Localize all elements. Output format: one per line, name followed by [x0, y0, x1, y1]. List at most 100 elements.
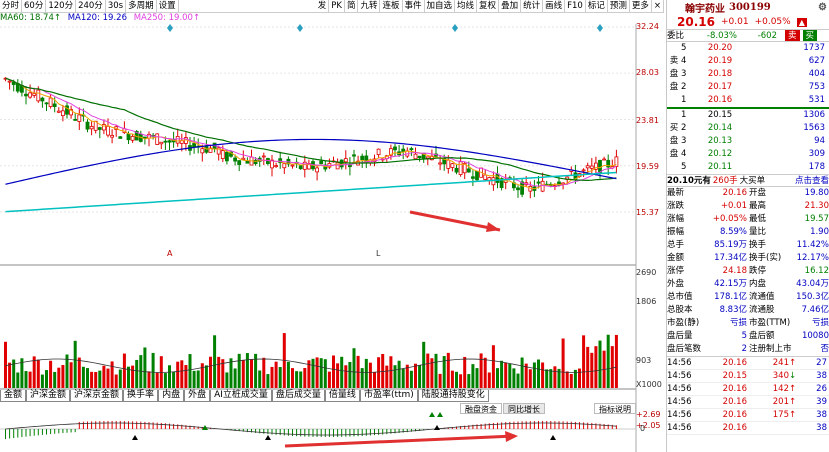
- tab-double-vol[interactable]: 倍量线: [324, 390, 360, 402]
- volume-bar: [311, 358, 315, 388]
- volume-bar: [131, 365, 135, 388]
- bid-row[interactable]: 5 20.11 178: [667, 161, 829, 174]
- tool-f10[interactable]: F10: [565, 0, 586, 12]
- tick-count: 26: [816, 384, 827, 394]
- tab-after-volume[interactable]: 盘后成交量: [271, 390, 325, 402]
- stat-label: 振幅: [667, 227, 685, 237]
- marker-l: L: [376, 249, 381, 258]
- period-intraday[interactable]: 分时: [0, 0, 23, 12]
- view-link[interactable]: 点击查看: [794, 176, 829, 186]
- tool-add-watch[interactable]: 加自选: [425, 0, 456, 12]
- settings-button[interactable]: 设置: [157, 0, 179, 12]
- event-marker-icon: [597, 24, 603, 32]
- stat-value-2: 19.80: [804, 188, 829, 198]
- stat-label-2: 流通值: [749, 292, 775, 302]
- tool-draw[interactable]: 画线: [543, 0, 566, 12]
- tab-hs-amount[interactable]: 沪深金额: [26, 390, 71, 402]
- stat-label-2: 市盈(TTM): [749, 318, 791, 328]
- candle-body: [192, 143, 197, 148]
- tab-outer[interactable]: 外盘: [184, 390, 211, 402]
- volume-bar: [200, 363, 204, 388]
- trend-arrow-2-head: [505, 431, 518, 442]
- tool-forecast[interactable]: 预测: [608, 0, 630, 12]
- period-60min[interactable]: 60分: [22, 0, 47, 12]
- volume-bar: [291, 368, 294, 388]
- subtab-margin[interactable]: 融盘资金: [460, 403, 502, 414]
- vol-tick-2: 1806: [636, 297, 657, 306]
- chart-panel[interactable]: 分时 60分 120分 240分 30s 多周期 设置 发 PK 简 九转 连板…: [0, 0, 664, 452]
- volume-bar: [61, 365, 65, 388]
- close-icon[interactable]: ×: [652, 0, 664, 12]
- ask-row[interactable]: 1 20.16 531: [667, 94, 829, 107]
- volume-bar: [508, 363, 512, 388]
- volume-bar: [180, 360, 184, 388]
- volume-bar: [69, 362, 73, 388]
- volume-bar: [455, 371, 458, 388]
- ask-row[interactable]: 卖 4 20.19 627: [667, 55, 829, 68]
- volume-bar: [479, 353, 483, 388]
- stat-label-2: 最高: [749, 201, 767, 211]
- gear-icon[interactable]: ⚙: [818, 2, 827, 13]
- period-240min[interactable]: 240分: [76, 0, 106, 12]
- ask-volume: 627: [808, 56, 825, 66]
- volume-bar: [262, 357, 266, 388]
- tool-limitup[interactable]: 连板: [380, 0, 403, 12]
- ask-row[interactable]: 盘 2 20.17 753: [667, 81, 829, 94]
- period-120min[interactable]: 120分: [46, 0, 77, 12]
- tool-simple[interactable]: 简: [345, 0, 359, 12]
- bid-row[interactable]: 1 20.15 1306: [667, 109, 829, 122]
- volume-bar: [28, 371, 32, 388]
- tool-more[interactable]: 更多: [630, 0, 652, 12]
- tab-amount[interactable]: 金额: [0, 390, 27, 402]
- tab-inner[interactable]: 内盘: [158, 390, 185, 402]
- volume-bar: [426, 353, 430, 388]
- sell-button[interactable]: 卖: [785, 30, 800, 41]
- candle-body: [282, 163, 287, 169]
- ma250-line: [5, 171, 617, 213]
- tool-adjust[interactable]: 复权: [477, 0, 500, 12]
- multi-period-button[interactable]: 多周期: [126, 0, 157, 12]
- indicator-help-button[interactable]: 指标说明: [594, 403, 636, 414]
- volume-bar: [385, 365, 389, 388]
- price-tick-4: 19.59: [636, 162, 659, 171]
- subtab-yoy[interactable]: 同比增长: [503, 403, 545, 414]
- candle-body: [360, 155, 365, 161]
- tick-row: 14:56 20.16 201 ↑ 39: [667, 396, 829, 409]
- tab-pe-ttm[interactable]: 市盈率(ttm): [359, 390, 418, 402]
- tab-ai-volume[interactable]: AI立桩成交量: [210, 390, 272, 402]
- buy-button[interactable]: 买: [802, 30, 818, 41]
- candle-body: [77, 114, 82, 122]
- tick-row: 14:56 20.15 340 ↓ 38: [667, 370, 829, 383]
- volume-bar: [594, 346, 598, 388]
- volume-bar: [225, 372, 229, 388]
- candle-body: [261, 155, 266, 158]
- weibi-value: -8.03%: [706, 31, 737, 41]
- period-30s[interactable]: 30s: [106, 0, 127, 12]
- kline-chart[interactable]: [0, 0, 664, 452]
- ask-row[interactable]: 盘 3 20.18 404: [667, 68, 829, 81]
- volume-bar: [418, 365, 422, 388]
- tab-turnover[interactable]: 换手率: [123, 390, 159, 402]
- big-order-vol: 260手: [712, 176, 738, 186]
- tool-overlay[interactable]: 叠加: [499, 0, 522, 12]
- candle-body: [352, 154, 356, 157]
- marker-a: A: [167, 249, 173, 258]
- bid-row[interactable]: 盘 4 20.12 309: [667, 148, 829, 161]
- tool-nine[interactable]: 九转: [358, 0, 381, 12]
- tool-ma[interactable]: 均线: [455, 0, 478, 12]
- tool-stats[interactable]: 统计: [521, 0, 544, 12]
- tool-mark[interactable]: 标记: [586, 0, 608, 12]
- stat-label-2: 盘后额: [749, 331, 775, 341]
- stat-value: 17.34亿: [714, 253, 747, 263]
- tab-hk-holdings[interactable]: 陆股通持股变化: [417, 390, 489, 402]
- bid-row[interactable]: 盘 3 20.13 94: [667, 135, 829, 148]
- ask-volume: 404: [808, 69, 825, 79]
- stat-row: 最新 20.16 开盘 19.80: [667, 187, 829, 200]
- tool-pk[interactable]: PK: [329, 0, 345, 12]
- bid-row[interactable]: 买 2 20.14 1563: [667, 122, 829, 135]
- stat-row: 外盘 42.15万 内盘 43.04万: [667, 278, 829, 291]
- tab-hsj-amount[interactable]: 沪深京金额: [70, 390, 124, 402]
- tool-events[interactable]: 事件: [403, 0, 425, 12]
- ask-row[interactable]: 5 20.20 1737: [667, 42, 829, 55]
- tool-send[interactable]: 发: [316, 0, 330, 12]
